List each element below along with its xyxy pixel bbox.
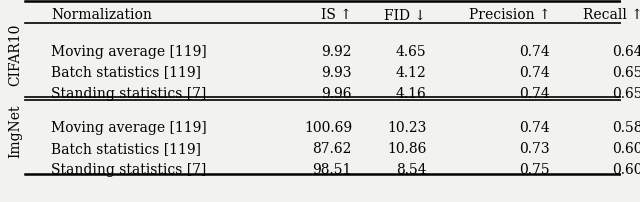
Text: 9.96: 9.96 — [321, 86, 352, 100]
Text: Batch statistics [119]: Batch statistics [119] — [51, 142, 201, 156]
Text: 10.86: 10.86 — [387, 142, 426, 156]
Text: Moving average [119]: Moving average [119] — [51, 121, 207, 135]
Text: 10.23: 10.23 — [387, 121, 426, 135]
Text: 0.65: 0.65 — [612, 86, 640, 100]
Text: 0.75: 0.75 — [520, 163, 550, 177]
Text: 8.54: 8.54 — [396, 163, 426, 177]
Text: Normalization: Normalization — [51, 8, 152, 22]
Text: 0.74: 0.74 — [520, 65, 550, 79]
Text: 0.74: 0.74 — [520, 44, 550, 58]
Text: ImgNet: ImgNet — [8, 104, 22, 157]
Text: 0.74: 0.74 — [520, 121, 550, 135]
Text: 0.58: 0.58 — [612, 121, 640, 135]
Text: IS ↑: IS ↑ — [321, 8, 352, 22]
Text: 4.16: 4.16 — [396, 86, 426, 100]
Text: 100.69: 100.69 — [304, 121, 352, 135]
Text: 98.51: 98.51 — [312, 163, 352, 177]
Text: Standing statistics [7]: Standing statistics [7] — [51, 163, 206, 177]
Text: 0.73: 0.73 — [520, 142, 550, 156]
Text: 0.60: 0.60 — [612, 142, 640, 156]
Text: CIFAR10: CIFAR10 — [8, 23, 22, 85]
Text: Standing statistics [7]: Standing statistics [7] — [51, 86, 206, 100]
Text: FID ↓: FID ↓ — [384, 8, 426, 22]
Text: 9.92: 9.92 — [321, 44, 352, 58]
Text: 0.64: 0.64 — [612, 44, 640, 58]
Text: 4.65: 4.65 — [396, 44, 426, 58]
Text: 0.74: 0.74 — [520, 86, 550, 100]
Text: Recall ↑: Recall ↑ — [583, 8, 640, 22]
Text: 87.62: 87.62 — [312, 142, 352, 156]
Text: Batch statistics [119]: Batch statistics [119] — [51, 65, 201, 79]
Text: Precision ↑: Precision ↑ — [468, 8, 550, 22]
Text: Moving average [119]: Moving average [119] — [51, 44, 207, 58]
Text: 4.12: 4.12 — [396, 65, 426, 79]
Text: 9.93: 9.93 — [321, 65, 352, 79]
Text: 0.65: 0.65 — [612, 65, 640, 79]
Text: 0.60: 0.60 — [612, 163, 640, 177]
